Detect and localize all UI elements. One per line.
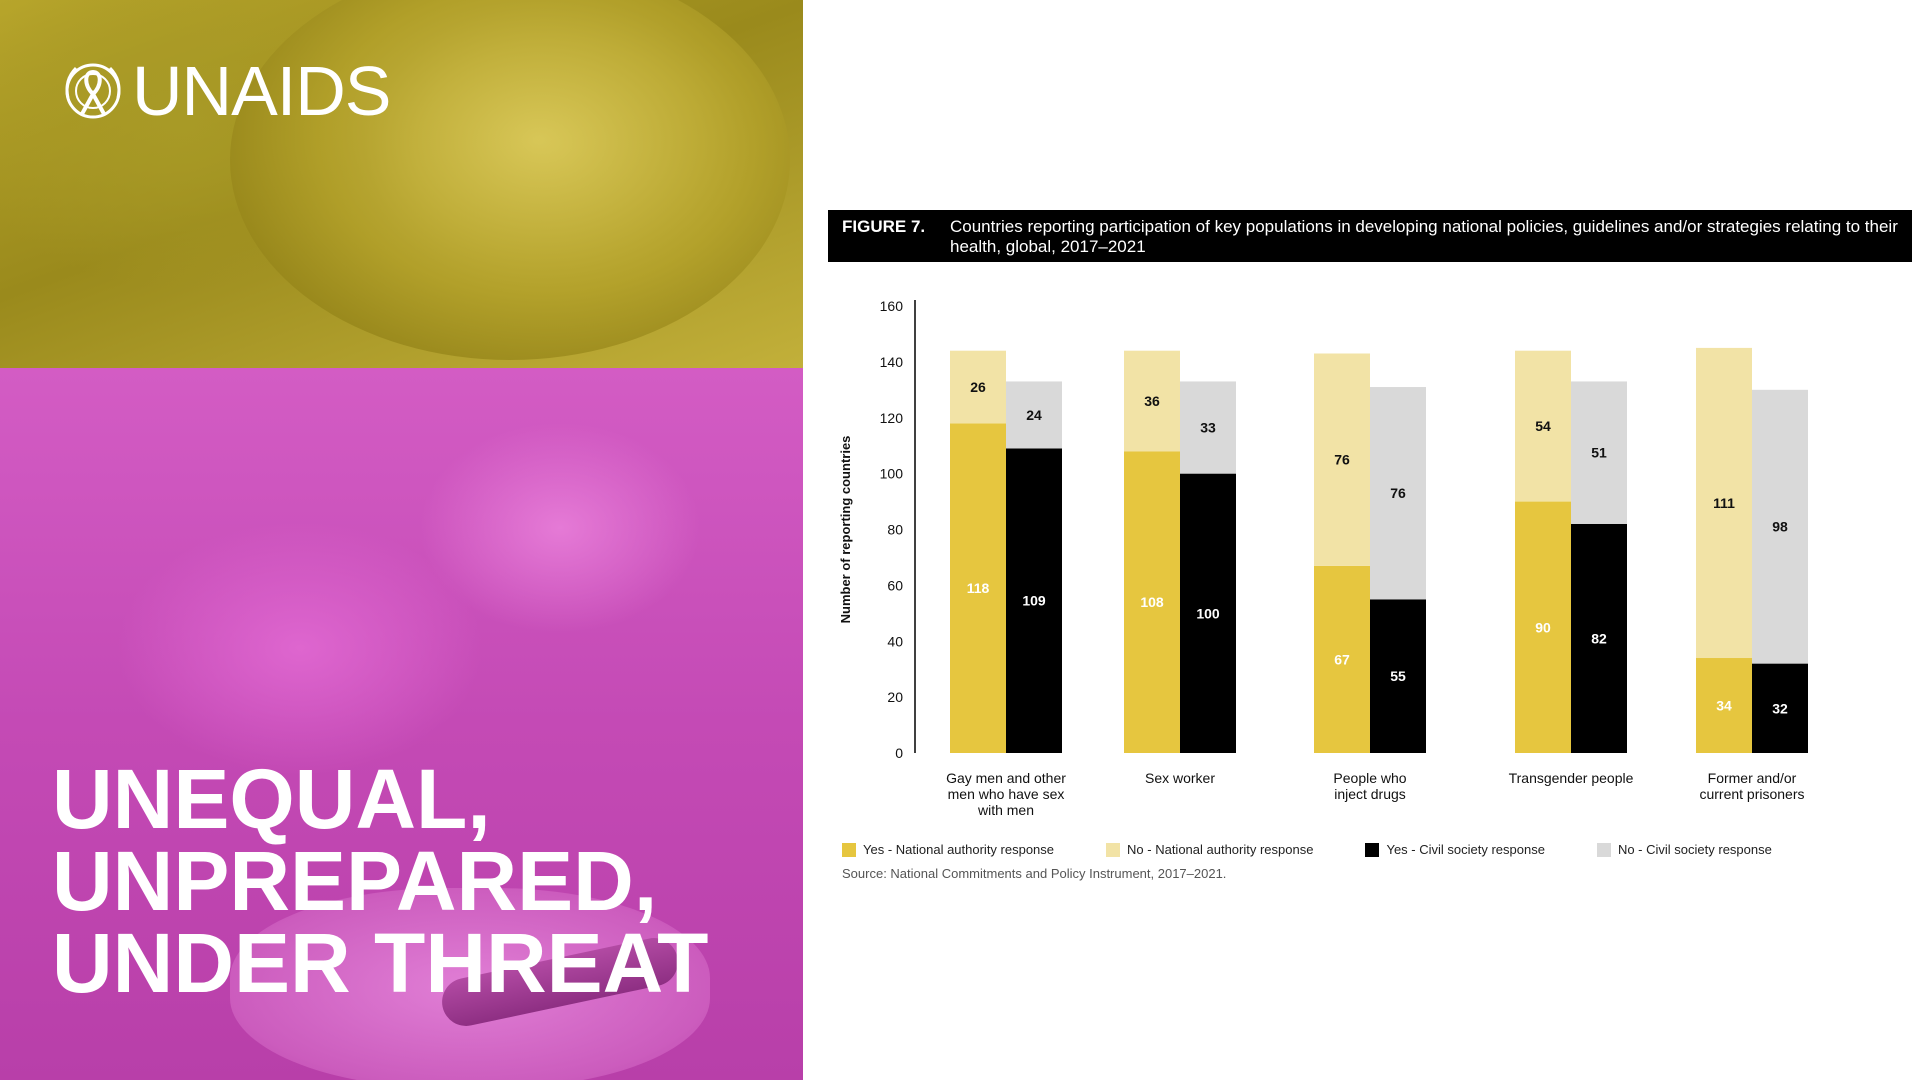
bar-no-civil — [1752, 389, 1808, 664]
bar-no-national — [1696, 347, 1752, 659]
figure-title: Countries reporting participation of key… — [950, 217, 1898, 256]
headline-line-3: UNDER THREAT — [52, 916, 709, 1010]
figure-source: Source: National Commitments and Policy … — [842, 866, 1227, 881]
figure-header: FIGURE 7. Countries reporting participat… — [828, 210, 1912, 262]
data-label-no-national: 26 — [970, 379, 986, 395]
hands-photo — [0, 368, 803, 1080]
stacked-bar-chart: 0 20 40 60 80 100 120 140 160 Number of reporting… — [838, 298, 1808, 818]
y-tick-label: 140 — [880, 354, 904, 370]
legend-label-no-civil: No - Civil society response — [1617, 842, 1772, 857]
legend-item-no-civil: No - Civil society response — [1596, 842, 1772, 857]
logo-text: UNAIDS — [132, 52, 391, 130]
y-tick-label: 40 — [887, 633, 903, 649]
x-category-label-line: People who — [1333, 770, 1406, 786]
data-label-yes-civil: 100 — [1196, 605, 1220, 621]
x-category-label-line: with men — [977, 802, 1034, 818]
data-label-no-national: 111 — [1713, 495, 1735, 511]
x-category-label: Gay men and other men who have sex with me… — [946, 770, 1066, 818]
legend-swatch-no-civil — [1596, 842, 1611, 857]
y-axis-label: Number of reporting countries — [838, 436, 853, 624]
legend-swatch-no-national — [1106, 842, 1121, 857]
x-category-label-line: men who have sex — [948, 786, 1065, 802]
legend-item-no-national: No - National authority response — [1106, 842, 1313, 857]
data-label-yes-national: 34 — [1716, 698, 1732, 714]
bar-no-national — [1515, 350, 1571, 502]
legend-swatch-yes-civil — [1365, 842, 1380, 857]
bar-yes-civil — [1180, 473, 1236, 753]
legend-label-no-national: No - National authority response — [1127, 842, 1314, 857]
bar-no-civil — [1180, 381, 1236, 474]
cover-headline: UNEQUAL, UNPREPARED, UNDER THREAT — [52, 752, 709, 1010]
data-label-yes-civil: 82 — [1591, 630, 1607, 646]
legend-label-yes-civil: Yes - Civil society response — [1386, 842, 1545, 857]
y-tick-label: 0 — [895, 745, 903, 761]
headline-line-2: UNPREPARED, — [52, 834, 658, 928]
x-category-label-line: Transgender people — [1509, 770, 1634, 786]
x-category-label-line: Sex worker — [1145, 770, 1215, 786]
data-label-yes-civil: 109 — [1022, 593, 1046, 609]
bar-no-national — [950, 350, 1006, 424]
data-label-no-civil: 33 — [1200, 420, 1216, 436]
legend-label-yes-national: Yes - National authority response — [863, 842, 1055, 857]
legend-swatch-yes-national — [842, 842, 856, 857]
data-label-yes-national: 67 — [1334, 651, 1350, 667]
data-label-no-civil: 51 — [1591, 445, 1607, 461]
chart-legend: Yes - National authority response No - N… — [842, 842, 1824, 857]
bar-yes-civil — [1370, 599, 1426, 753]
bar-yes-national — [1314, 565, 1370, 753]
y-tick-label: 60 — [887, 577, 903, 593]
portrait-photo — [0, 0, 803, 368]
bar-yes-civil — [1571, 523, 1627, 753]
face-photo-area — [230, 0, 790, 360]
un-emblem-ribbon-icon — [65, 63, 121, 119]
cover-panel: UNAIDS UNEQUAL, UNPREPARED, UNDER THREAT — [0, 0, 803, 1080]
unaids-logo: UNAIDS — [60, 52, 391, 130]
data-label-no-civil: 76 — [1390, 485, 1406, 501]
x-category-label: Former and/or current prisoners — [1699, 770, 1804, 802]
y-tick-label: 100 — [880, 466, 904, 482]
figure-label: FIGURE 7. — [842, 217, 926, 236]
x-category-label-line: Gay men and other — [946, 770, 1066, 786]
data-label-yes-civil: 55 — [1390, 668, 1406, 684]
x-category-label: People who inject drugs — [1333, 770, 1406, 802]
bar-yes-civil — [1006, 448, 1062, 753]
data-label-no-national: 76 — [1334, 452, 1350, 468]
bar-yes-civil — [1752, 663, 1808, 753]
data-label-yes-national: 108 — [1140, 594, 1164, 610]
data-label-yes-civil: 32 — [1772, 700, 1788, 716]
headline-line-1: UNEQUAL, — [52, 752, 491, 846]
bar-yes-national — [1696, 658, 1752, 753]
bar-yes-national — [950, 423, 1006, 753]
data-label-no-national: 36 — [1144, 393, 1160, 409]
data-label-no-civil: 98 — [1772, 519, 1788, 535]
bar-no-civil — [1370, 387, 1426, 600]
bar-no-national — [1314, 353, 1370, 566]
data-label-yes-national: 90 — [1535, 619, 1551, 635]
data-label-no-civil: 24 — [1026, 407, 1042, 423]
data-label-yes-national: 118 — [967, 580, 990, 596]
x-category-label-line: inject drugs — [1334, 786, 1406, 802]
y-tick-label: 80 — [887, 522, 903, 538]
data-label-no-national: 54 — [1535, 418, 1551, 434]
legend-item-yes-civil: Yes - Civil society response — [1365, 842, 1545, 857]
bar-yes-national — [1124, 451, 1180, 753]
bar-no-civil — [1006, 381, 1062, 449]
bar-no-civil — [1571, 381, 1627, 524]
legend-item-yes-national: Yes - National authority response — [842, 842, 1054, 857]
y-tick-label: 20 — [887, 689, 903, 705]
x-category-label-line: current prisoners — [1699, 786, 1804, 802]
x-category-label-line: Former and/or — [1708, 770, 1797, 786]
x-category-label: Sex worker — [1145, 770, 1215, 786]
bar-no-national — [1124, 350, 1180, 452]
y-tick-label: 120 — [880, 410, 904, 426]
bar-yes-national — [1515, 501, 1571, 753]
y-tick-label: 160 — [880, 298, 904, 314]
x-category-label: Transgender people — [1509, 770, 1634, 786]
